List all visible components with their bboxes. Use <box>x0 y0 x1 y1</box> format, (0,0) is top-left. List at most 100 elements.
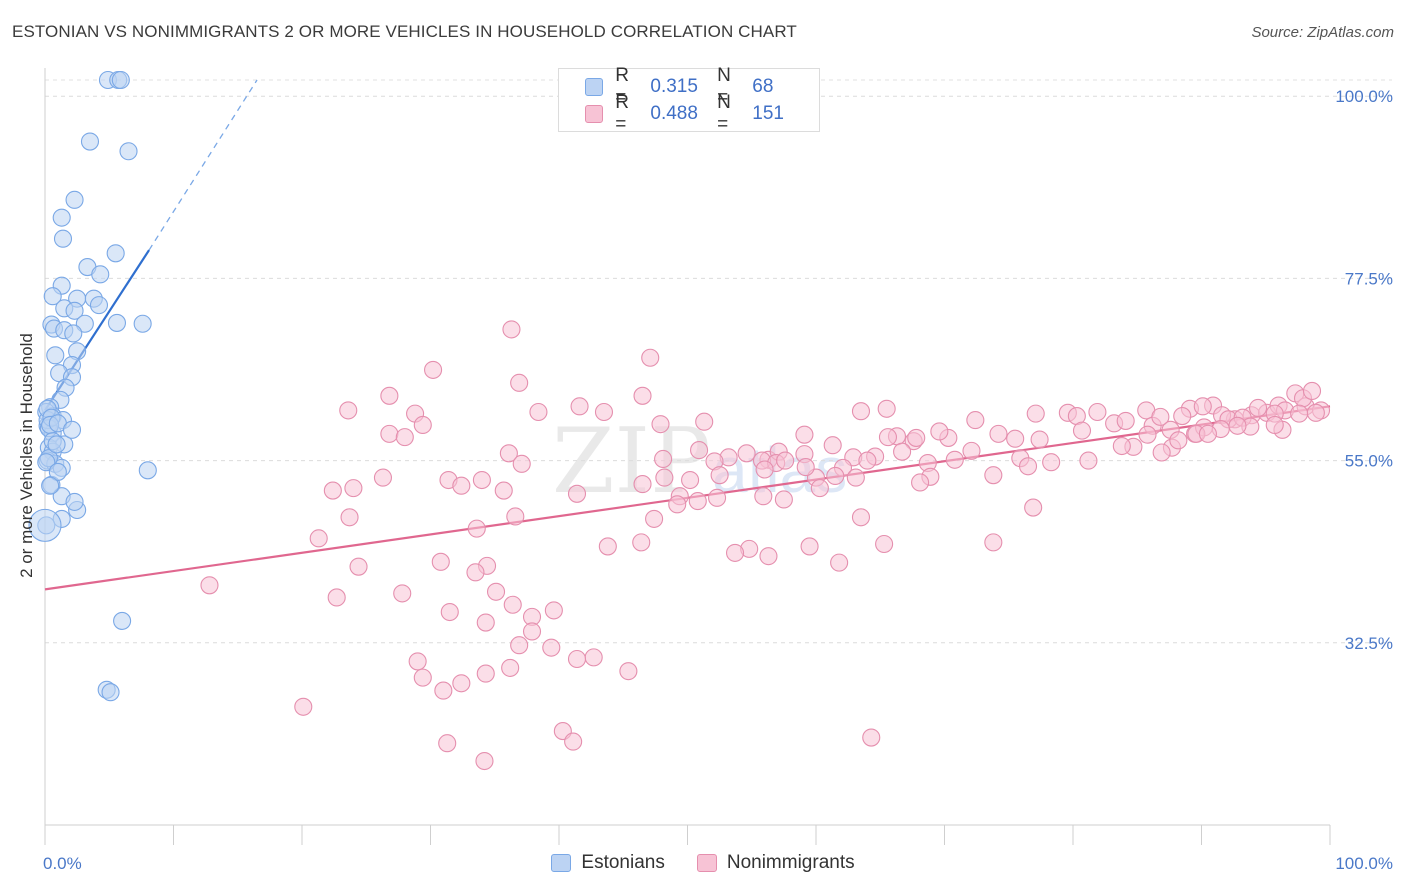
estonian-point <box>75 314 94 333</box>
estonian-point <box>101 683 120 702</box>
nonimmigrant-point <box>1169 431 1188 450</box>
estonians-trend-extension <box>148 79 258 251</box>
estonian-point <box>119 142 138 161</box>
nonimmigrant-point <box>1088 402 1107 422</box>
stats-legend: R = 0.315 N = 68 R = 0.488 N = 151 <box>558 65 820 135</box>
nonimmigrant-point <box>878 428 898 447</box>
nonimmigrant-point <box>695 412 714 431</box>
nonimmigrant-point <box>438 734 457 753</box>
nonimmigrant-point <box>1024 498 1043 517</box>
estonian-point <box>111 70 130 90</box>
nonimmigrant-point <box>395 428 414 447</box>
series-legend: Estonians Nonimmigrants <box>0 852 1406 874</box>
nonimmigrant-point <box>340 508 359 527</box>
nonimmigrant-point <box>1079 451 1098 470</box>
y-axis-title: 2 or more Vehicles in Household <box>17 333 36 578</box>
nonimmigrant-point <box>1006 429 1025 448</box>
nonimmigrant-point <box>858 451 877 470</box>
nonimmigrant-point <box>440 602 459 622</box>
nonimmigrant-point <box>200 576 219 595</box>
estonian-point <box>107 313 127 332</box>
nonimmigrant-point <box>651 415 670 434</box>
nonimmigrant-point <box>544 601 563 620</box>
nonimmigrant-point <box>327 588 346 607</box>
r-label: R = <box>615 65 629 108</box>
estonian-point <box>65 301 84 320</box>
nonimmigrant-point <box>501 658 520 677</box>
nonimmigrants-swatch <box>585 105 604 123</box>
nonimmigrant-point <box>1042 453 1061 472</box>
estonian-point <box>53 229 73 248</box>
data-points <box>28 70 1331 771</box>
nonimmigrant-point <box>486 582 506 601</box>
nonimmigrant-point <box>930 422 949 441</box>
nonimmigrant-point <box>494 481 513 500</box>
nonimmigrant-point <box>472 470 491 490</box>
estonian-point <box>64 324 83 343</box>
nonimmigrant-point <box>690 441 709 460</box>
nonimmigrant-point <box>911 473 930 492</box>
nonimmigrant-point <box>774 490 793 509</box>
nonimmigrant-point <box>431 552 450 571</box>
nonimmigrant-point <box>877 399 896 418</box>
axis-labels: 100.0% 77.5% 55.0% 32.5% 0.0% 100.0% 2 or more… <box>17 87 1393 873</box>
nonimmigrant-point <box>1228 416 1247 435</box>
n-label: N = <box>717 65 731 108</box>
nonimmigrant-point <box>380 424 399 443</box>
nonimmigrant-point <box>452 476 471 495</box>
nonimmigrant-point <box>846 468 865 487</box>
estonians-swatch <box>585 78 604 96</box>
nonimmigrant-point <box>570 397 589 416</box>
nonimmigrant-point <box>294 697 313 716</box>
nonimmigrant-point <box>1173 407 1192 426</box>
nonimmigrant-point <box>584 648 603 667</box>
nonimmigrant-point <box>984 533 1003 552</box>
nonimmigrant-point <box>633 386 652 405</box>
nonimmigrant-point <box>1265 415 1284 435</box>
nonimmigrant-point <box>503 595 522 614</box>
nonimmigrant-point <box>776 451 795 470</box>
grid-lines <box>45 79 1392 644</box>
estonian-point <box>113 611 132 630</box>
nonimmigrant-point <box>413 668 432 687</box>
source-credit: Source: ZipAtlas.com <box>1251 24 1394 41</box>
nonimmigrant-point <box>502 320 521 339</box>
nonimmigrant-point <box>475 751 494 771</box>
nonimmigrant-point <box>619 662 638 681</box>
nonimmigrant-point <box>1302 381 1322 401</box>
legend-item-estonians[interactable]: Estonians <box>551 852 665 874</box>
estonian-point <box>91 265 110 284</box>
nonimmigrant-point <box>467 519 486 538</box>
estonian-point <box>41 476 60 495</box>
nonimmigrant-point <box>323 481 342 500</box>
nonimmigrant-point <box>851 508 871 527</box>
estonians-r-value: 0.315 <box>650 76 698 97</box>
nonimmigrant-point <box>380 386 399 405</box>
nonimmigrant-point <box>907 428 926 447</box>
estonian-point <box>43 287 62 306</box>
nonimmigrant-point <box>564 732 583 751</box>
nonimmigrant-point <box>632 533 651 552</box>
nonimmigrant-point <box>795 425 814 444</box>
nonimmigrant-point <box>344 479 363 498</box>
nonimmigrant-point <box>452 674 471 693</box>
estonian-point <box>52 208 71 227</box>
legend-item-nonimmigrants[interactable]: Nonimmigrants <box>696 852 855 874</box>
nonimmigrant-point <box>510 373 529 392</box>
estonian-point <box>65 492 84 511</box>
nonimmigrant-point <box>476 664 495 683</box>
nonimmigrant-point <box>681 470 700 490</box>
estonians-n-value: 68 <box>752 76 774 97</box>
estonian-point <box>48 462 67 481</box>
nonimmigrant-point <box>1072 421 1092 440</box>
nonimmigrant-point <box>708 488 727 507</box>
nonimmigrant-point <box>862 728 881 747</box>
nonimmigrant-point <box>408 652 427 671</box>
estonian-point <box>62 420 82 439</box>
nonimmigrant-point <box>1151 407 1170 426</box>
n-label: N = <box>717 92 731 135</box>
estonian-point <box>138 461 157 480</box>
y-tick-label: 100.0% <box>1335 87 1393 106</box>
nonimmigrant-point <box>945 450 964 469</box>
estonian-point <box>80 132 100 151</box>
